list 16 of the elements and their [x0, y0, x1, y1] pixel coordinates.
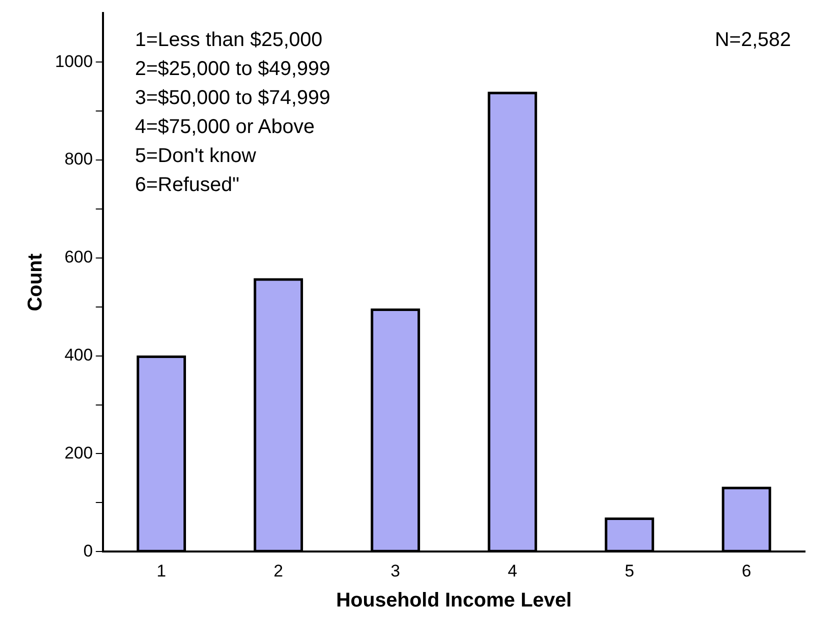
x-tick-label: 4: [508, 561, 518, 580]
x-tick-label: 6: [742, 561, 752, 580]
x-tick-label: 1: [156, 561, 166, 580]
x-tick-label: 3: [390, 561, 400, 580]
y-tick-label: 1000: [54, 52, 93, 71]
x-axis-title: Household Income Level: [336, 590, 572, 612]
y-tick-label: 200: [64, 443, 93, 462]
x-tick-label: 5: [624, 561, 634, 580]
y-tick-label: 0: [83, 541, 93, 560]
y-tick-label: 800: [64, 150, 93, 169]
y-axis-title: Count: [24, 253, 47, 312]
y-tick-label: 400: [64, 346, 93, 365]
annotation: 1=Less than $25,000 2=$25,000 to $49,999 3=$50,000 to $74,999 4=$75,000 or Above 5=Don't know 6=Refused": [135, 28, 330, 198]
y-tick-label: 600: [64, 248, 93, 267]
x-tick-label: 2: [274, 561, 284, 580]
annotation: N=2,582: [714, 28, 791, 53]
